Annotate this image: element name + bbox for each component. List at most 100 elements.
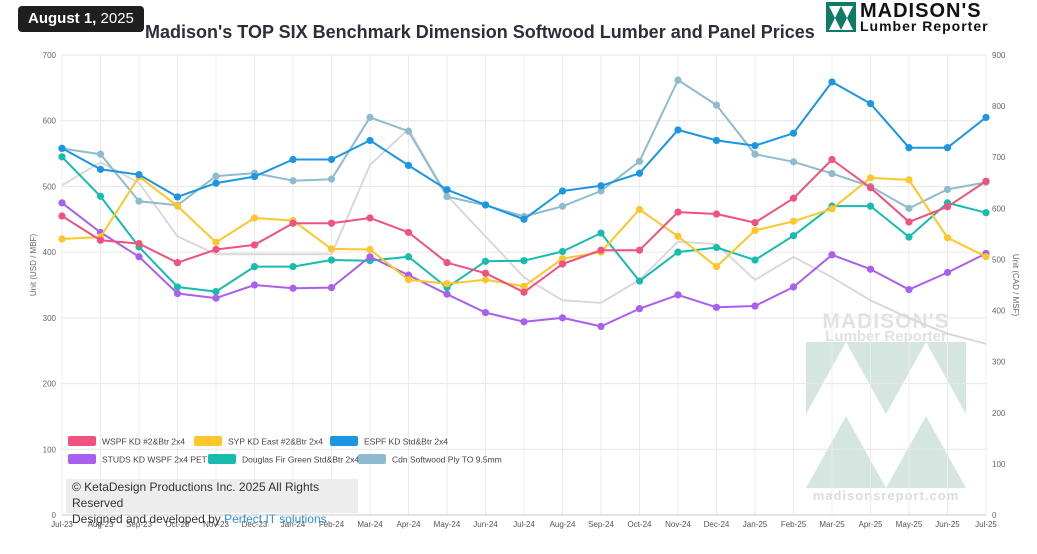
data-point[interactable]: [751, 256, 759, 264]
legend-item[interactable]: Douglas Fir Green Std&Btr 2x4: [208, 454, 359, 465]
data-point[interactable]: [982, 177, 990, 185]
data-point[interactable]: [520, 215, 528, 223]
data-point[interactable]: [558, 255, 567, 263]
perfect-it-link[interactable]: Perfect IT solutions: [224, 512, 327, 526]
data-point[interactable]: [212, 294, 220, 302]
legend-item[interactable]: STUDS KD WSPF 2x4 PET: [68, 454, 207, 465]
data-point[interactable]: [905, 286, 913, 294]
data-point[interactable]: [789, 232, 798, 240]
data-point[interactable]: [481, 201, 490, 209]
data-point[interactable]: [905, 233, 913, 241]
data-point[interactable]: [404, 228, 413, 237]
data-point[interactable]: [520, 318, 528, 326]
data-point[interactable]: [173, 259, 182, 267]
data-point[interactable]: [173, 193, 182, 201]
data-point[interactable]: [828, 251, 836, 259]
data-point[interactable]: [366, 253, 374, 261]
data-point[interactable]: [520, 288, 528, 296]
data-point[interactable]: [635, 205, 644, 214]
data-point[interactable]: [905, 204, 913, 212]
data-point[interactable]: [327, 284, 336, 292]
data-point[interactable]: [866, 265, 875, 273]
data-point[interactable]: [674, 126, 682, 134]
data-point[interactable]: [96, 165, 105, 173]
data-point[interactable]: [905, 144, 913, 152]
data-point[interactable]: [366, 136, 374, 145]
data-point[interactable]: [327, 155, 336, 164]
data-point[interactable]: [212, 172, 220, 180]
data-point[interactable]: [135, 240, 143, 248]
data-point[interactable]: [943, 268, 952, 277]
data-point[interactable]: [404, 253, 413, 261]
data-point[interactable]: [982, 253, 990, 261]
data-point[interactable]: [520, 282, 528, 290]
data-point[interactable]: [58, 235, 66, 243]
data-point[interactable]: [674, 248, 682, 256]
data-point[interactable]: [96, 150, 105, 158]
data-point[interactable]: [366, 113, 374, 121]
data-point[interactable]: [58, 153, 66, 161]
data-point[interactable]: [327, 245, 336, 253]
data-point[interactable]: [135, 171, 143, 179]
data-point[interactable]: [789, 217, 798, 225]
data-point[interactable]: [789, 283, 798, 291]
data-point[interactable]: [943, 185, 952, 194]
data-point[interactable]: [173, 283, 182, 291]
data-point[interactable]: [712, 136, 721, 145]
data-point[interactable]: [250, 263, 259, 271]
data-point[interactable]: [635, 157, 644, 165]
data-point[interactable]: [751, 226, 759, 235]
data-point[interactable]: [443, 280, 451, 288]
data-point[interactable]: [635, 277, 644, 285]
data-point[interactable]: [712, 243, 721, 252]
legend-item[interactable]: ESPF KD Std&Btr 2x4: [330, 436, 448, 447]
data-point[interactable]: [520, 257, 528, 265]
data-point[interactable]: [327, 256, 336, 264]
data-point[interactable]: [173, 202, 182, 210]
data-point[interactable]: [905, 176, 913, 184]
data-point[interactable]: [905, 218, 913, 226]
data-point[interactable]: [443, 186, 451, 194]
data-point[interactable]: [327, 219, 336, 227]
legend-item[interactable]: WSPF KD #2&Btr 2x4: [68, 436, 185, 447]
data-point[interactable]: [751, 218, 759, 227]
data-point[interactable]: [558, 202, 567, 210]
data-point[interactable]: [289, 155, 297, 164]
data-point[interactable]: [558, 314, 567, 322]
data-point[interactable]: [289, 177, 297, 185]
data-point[interactable]: [58, 212, 66, 220]
data-point[interactable]: [250, 281, 259, 289]
legend-item[interactable]: Cdn Softwood Ply TO 9.5mm: [358, 454, 502, 465]
data-point[interactable]: [866, 174, 875, 182]
data-point[interactable]: [635, 305, 644, 313]
data-point[interactable]: [751, 142, 759, 150]
data-point[interactable]: [635, 169, 644, 177]
data-point[interactable]: [943, 234, 952, 242]
data-point[interactable]: [751, 302, 759, 310]
data-point[interactable]: [404, 127, 413, 135]
data-point[interactable]: [558, 260, 567, 268]
data-point[interactable]: [250, 241, 259, 249]
data-point[interactable]: [828, 155, 836, 164]
data-point[interactable]: [443, 192, 451, 201]
data-point[interactable]: [135, 197, 143, 205]
data-point[interactable]: [481, 269, 490, 277]
data-point[interactable]: [558, 187, 567, 195]
data-point[interactable]: [212, 179, 220, 187]
data-point[interactable]: [58, 199, 66, 207]
data-point[interactable]: [866, 100, 875, 108]
data-point[interactable]: [135, 253, 143, 261]
data-point[interactable]: [674, 232, 682, 240]
data-point[interactable]: [751, 150, 759, 158]
data-point[interactable]: [943, 203, 952, 211]
data-point[interactable]: [212, 245, 220, 254]
data-point[interactable]: [173, 289, 182, 298]
data-point[interactable]: [96, 192, 105, 200]
data-point[interactable]: [58, 144, 66, 152]
data-point[interactable]: [712, 303, 721, 311]
data-point[interactable]: [443, 259, 451, 267]
data-point[interactable]: [712, 263, 721, 271]
data-point[interactable]: [674, 76, 682, 84]
data-point[interactable]: [96, 236, 105, 244]
data-point[interactable]: [212, 287, 220, 296]
